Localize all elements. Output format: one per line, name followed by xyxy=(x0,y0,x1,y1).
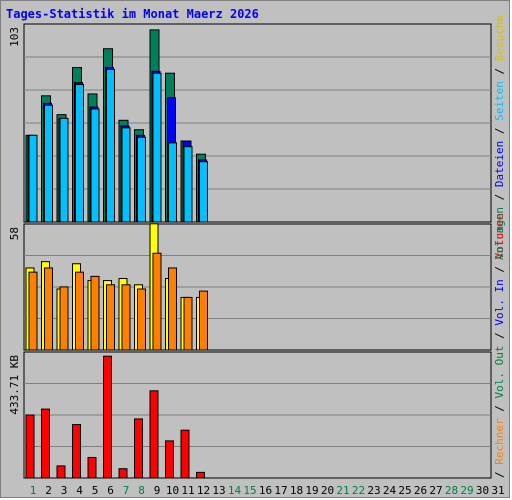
legend-entry: Vol. Out xyxy=(493,346,506,399)
bar-seiten xyxy=(44,104,53,223)
legend-entry: / xyxy=(493,259,506,279)
legend-entry: Besuche xyxy=(493,15,506,61)
x-axis-tick-label: 7 xyxy=(123,484,130,497)
bar-seiten xyxy=(90,108,100,223)
legend-entry: / xyxy=(493,61,506,81)
bar-volumen xyxy=(103,355,112,479)
legend-upper: Anfragen / Dateien / Seiten / Besuche xyxy=(493,15,506,260)
x-axis-tick-label: 15 xyxy=(243,484,256,497)
x-axis-tick-label: 25 xyxy=(398,484,411,497)
x-axis-tick-label: 16 xyxy=(259,484,272,497)
chart-title: Tages-Statistik im Monat Maerz 2026 xyxy=(6,7,259,21)
bar-seiten xyxy=(152,72,162,223)
legend-entry: / xyxy=(493,187,506,207)
bar-rechner xyxy=(183,296,193,351)
bar-volumen xyxy=(25,414,35,479)
bar-volumen xyxy=(118,468,128,479)
x-axis-tick-label: 27 xyxy=(429,484,442,497)
x-axis-tick-label: 2 xyxy=(45,484,52,497)
bar-rechner xyxy=(121,284,131,351)
bar-volumen xyxy=(196,471,205,479)
bar-rechner xyxy=(106,284,115,351)
x-axis-tick-label: 18 xyxy=(290,484,303,497)
legend-lower: / Rechner / Vol. Out / Vol. In / Volumen xyxy=(493,213,506,478)
x-axis-tick-label: 26 xyxy=(414,484,427,497)
legend-entry: Anfragen xyxy=(493,207,506,260)
bar-volumen xyxy=(87,456,97,479)
legend-entry: / xyxy=(493,465,506,478)
x-axis-tick-label: 3 xyxy=(61,484,68,497)
x-axis-tick-label: 23 xyxy=(367,484,380,497)
bar-volumen xyxy=(180,429,190,479)
bar-seiten xyxy=(28,134,38,223)
legend-entry: Volumen xyxy=(493,213,506,259)
x-axis-tick-label: 19 xyxy=(305,484,318,497)
bar-rechner xyxy=(152,252,162,351)
x-axis-tick-label: 22 xyxy=(352,484,365,497)
y-axis-max-label: 433.71 KB xyxy=(8,355,21,415)
bar-volumen xyxy=(165,440,174,479)
bar-seiten xyxy=(199,161,208,223)
bar-rechner xyxy=(137,288,146,351)
legend-entry: / xyxy=(493,121,506,141)
bar-rechner xyxy=(168,267,177,351)
x-axis-tick-label: 5 xyxy=(92,484,99,497)
x-axis-tick-label: 8 xyxy=(138,484,145,497)
bar-volumen xyxy=(56,465,66,479)
legend-entry: Vol. In xyxy=(493,279,506,325)
legend-entry: / xyxy=(493,399,506,419)
bar-seiten xyxy=(137,136,146,223)
x-axis-tick-label: 17 xyxy=(274,484,287,497)
x-axis-tick-label: 10 xyxy=(166,484,179,497)
bar-volumen xyxy=(134,418,143,479)
x-axis-tick-label: 6 xyxy=(107,484,114,497)
bar-volumen xyxy=(41,408,50,479)
legend-entry: Rechner xyxy=(493,418,506,465)
bar-seiten xyxy=(59,117,69,223)
bar-volumen xyxy=(149,390,159,479)
bar-seiten xyxy=(106,68,115,223)
x-axis-tick-label: 24 xyxy=(383,484,397,497)
x-axis-tick-label: 11 xyxy=(181,484,194,497)
x-axis-tick-label: 1 xyxy=(30,484,37,497)
x-axis-tick-label: 29 xyxy=(460,484,473,497)
bar-seiten xyxy=(75,84,84,223)
x-axis-tick-label: 13 xyxy=(212,484,225,497)
x-axis-tick-label: 12 xyxy=(197,484,210,497)
x-axis-tick-label: 4 xyxy=(76,484,83,497)
bar-seiten xyxy=(183,146,193,223)
x-axis-tick-label: 30 xyxy=(476,484,489,497)
bar-rechner xyxy=(28,271,38,351)
y-axis-max-label: 58 xyxy=(8,227,21,240)
x-axis-tick-label: 31 xyxy=(491,484,504,497)
bar-seiten xyxy=(121,127,131,223)
bar-rechner xyxy=(44,267,53,351)
legend-entry: Seiten xyxy=(493,81,506,121)
x-axis-tick-label: 28 xyxy=(445,484,458,497)
x-axis-tick-label: 9 xyxy=(154,484,161,497)
x-axis-tick-label: 21 xyxy=(336,484,349,497)
bar-seiten xyxy=(168,142,177,223)
bar-volumen xyxy=(72,424,81,479)
bar-rechner xyxy=(75,271,84,351)
legend-entry: Dateien xyxy=(493,141,506,187)
legend-entry: / xyxy=(493,326,506,346)
bar-rechner xyxy=(59,286,69,351)
bar-rechner xyxy=(90,275,100,351)
x-axis-tick-label: 14 xyxy=(228,484,242,497)
y-axis-max-label: 103 xyxy=(8,27,21,47)
bar-rechner xyxy=(199,290,208,351)
x-axis-tick-label: 20 xyxy=(321,484,334,497)
